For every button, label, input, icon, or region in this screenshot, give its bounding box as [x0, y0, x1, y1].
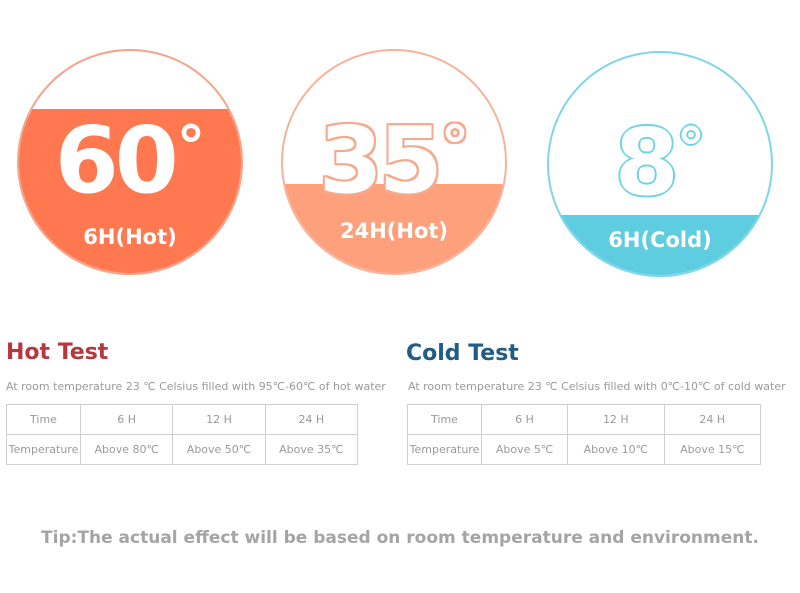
- cold-6h-temperature: 8°: [614, 109, 706, 216]
- hot-6h-circle: 60° 6H(Hot): [17, 49, 243, 275]
- table-cell: Above 15℃: [663, 434, 762, 465]
- hot-24h-temperature: 35°: [318, 107, 470, 214]
- table-cell: Above 35℃: [264, 434, 359, 465]
- table-cell: Time: [6, 404, 81, 435]
- table-cell: Temperature: [407, 434, 482, 465]
- table-cell: 6 H: [79, 404, 174, 435]
- table-row: Temperature Above 5℃ Above 10℃ Above 15℃: [407, 434, 762, 465]
- tip-text: Tip:The actual effect will be based on r…: [41, 528, 759, 548]
- cold-test-table: Time 6 H 12 H 24 H Temperature Above 5℃ …: [407, 404, 762, 465]
- table-cell: Temperature: [6, 434, 81, 465]
- hot-6h-temperature: 60°: [54, 107, 206, 214]
- cold-test-title: Cold Test: [406, 341, 519, 366]
- cold-6h-label: 6H(Cold): [608, 228, 712, 252]
- table-cell: 24 H: [663, 404, 762, 435]
- hot-24h-circle: 35° 24H(Hot): [281, 49, 507, 275]
- hot-test-title: Hot Test: [6, 340, 109, 365]
- table-row: Time 6 H 12 H 24 H: [6, 404, 359, 435]
- table-row: Time 6 H 12 H 24 H: [407, 404, 762, 435]
- hot-test-table: Time 6 H 12 H 24 H Temperature Above 80℃…: [6, 404, 359, 465]
- table-cell: Above 50℃: [172, 434, 266, 465]
- table-cell: 6 H: [480, 404, 569, 435]
- table-cell: 12 H: [567, 404, 665, 435]
- cold-test-description: At room temperature 23 ℃ Celsius filled …: [408, 380, 786, 393]
- hot-6h-fill: [19, 108, 241, 273]
- hot-test-description: At room temperature 23 ℃ Celsius filled …: [6, 380, 386, 393]
- table-cell: Time: [407, 404, 482, 435]
- table-row: Temperature Above 80℃ Above 50℃ Above 35…: [6, 434, 359, 465]
- table-cell: Above 80℃: [79, 434, 174, 465]
- hot-6h-label: 6H(Hot): [83, 225, 177, 249]
- table-cell: Above 5℃: [480, 434, 569, 465]
- hot-24h-fill: [283, 184, 505, 273]
- cold-6h-circle: 8° 6H(Cold): [547, 51, 773, 277]
- cold-6h-fill: [549, 215, 771, 275]
- table-cell: Above 10℃: [567, 434, 665, 465]
- table-cell: 12 H: [172, 404, 266, 435]
- hot-24h-label: 24H(Hot): [339, 219, 449, 243]
- table-cell: 24 H: [264, 404, 359, 435]
